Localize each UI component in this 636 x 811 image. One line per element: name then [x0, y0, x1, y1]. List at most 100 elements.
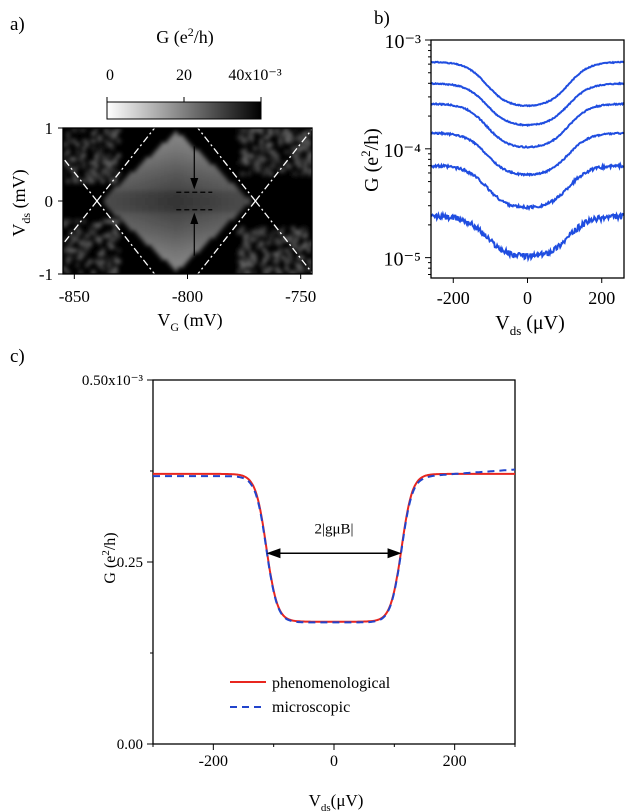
heatmap-cell	[113, 131, 118, 136]
heatmap-cell	[72, 138, 77, 144]
heatmap-cell	[211, 215, 216, 220]
heatmap-cell	[129, 211, 134, 217]
heatmap-cell	[227, 182, 232, 187]
heatmap-cell	[288, 138, 292, 144]
heatmap-cell	[161, 142, 166, 147]
heatmap-cell	[170, 197, 175, 202]
heatmap-cell	[173, 131, 178, 136]
heatmap-cell	[161, 222, 166, 228]
heatmap-cell	[196, 171, 200, 177]
heatmap-cell	[199, 241, 204, 246]
heatmap-cell	[240, 193, 245, 198]
heatmap-cell	[294, 270, 299, 274]
heatmap-cell	[142, 201, 146, 206]
heatmap-cell	[243, 128, 248, 133]
heatmap-cell	[132, 193, 137, 198]
heatmap-cell	[310, 168, 312, 173]
heatmap-cell	[243, 138, 248, 144]
heatmap-cell	[243, 244, 248, 250]
heatmap-cell	[208, 186, 213, 191]
heatmap-cell	[199, 153, 204, 158]
heatmap-cell	[161, 146, 166, 151]
heatmap-cell	[180, 164, 185, 169]
heatmap-cell	[167, 157, 172, 162]
heatmap-cell	[262, 233, 267, 239]
heatmap-cell	[180, 219, 185, 224]
heatmap-cell	[170, 263, 175, 268]
heatmap-cell	[116, 186, 121, 191]
heatmap-cell	[284, 149, 289, 155]
heatmap-cell	[253, 164, 257, 169]
heatmap-cell	[158, 164, 162, 169]
heatmap-cell	[186, 164, 191, 169]
heatmap-cell	[116, 248, 121, 253]
panel-a-y-tick-label: 1	[45, 119, 54, 138]
heatmap-cell	[186, 168, 191, 173]
heatmap-cell	[234, 211, 238, 217]
heatmap-cell	[135, 211, 140, 217]
heatmap-cell	[142, 211, 146, 217]
heatmap-cell	[72, 168, 77, 173]
heatmap-cell	[300, 131, 305, 136]
colorbar-title: G (e2/h)	[156, 25, 213, 48]
panel-c-axes: -200 0 200 0.50x10⁻³ 0.25 0.00	[82, 373, 516, 770]
heatmap-cell	[186, 171, 191, 177]
heatmap-cell	[170, 168, 175, 173]
heatmap-cell	[199, 215, 204, 220]
heatmap-cell	[161, 149, 166, 155]
heatmap-cell	[120, 208, 124, 213]
heatmap-cell	[148, 179, 153, 184]
heatmap-cell	[180, 153, 185, 158]
heatmap-cell	[186, 197, 191, 202]
heatmap-cell	[63, 266, 67, 271]
heatmap-cell	[186, 244, 191, 250]
heatmap-cell	[94, 157, 99, 162]
heatmap-cell	[196, 233, 200, 239]
heatmap-cell	[218, 175, 223, 180]
heatmap-cell	[237, 197, 242, 202]
heatmap-cell	[262, 164, 267, 169]
heatmap-cell	[113, 160, 118, 166]
heatmap-cell	[303, 168, 308, 173]
heatmap-cell	[164, 186, 169, 191]
heatmap-cell	[183, 230, 188, 235]
heatmap-cell	[303, 160, 308, 166]
heatmap-cell	[262, 248, 267, 253]
heatmap-cell	[259, 230, 264, 235]
heatmap-cell	[167, 252, 172, 257]
heatmap-cell	[300, 266, 305, 271]
heatmap-cell	[218, 204, 223, 209]
heatmap-cell	[186, 153, 191, 158]
heatmap-cell	[262, 230, 267, 235]
heatmap-cell	[164, 160, 169, 166]
heatmap-cell	[208, 164, 213, 169]
heatmap-cell	[161, 193, 166, 198]
heatmap-cell	[164, 222, 169, 228]
gap-arrow-head	[190, 212, 199, 225]
heatmap-cell	[82, 160, 86, 166]
heatmap-cell	[243, 160, 248, 166]
heatmap-cell	[158, 157, 162, 162]
heatmap-cell	[113, 270, 118, 274]
heatmap-cell	[186, 175, 191, 180]
heatmap-cell	[202, 241, 207, 246]
heatmap-cell	[142, 197, 146, 202]
heatmap-cell	[180, 244, 185, 250]
heatmap-cell	[161, 248, 166, 253]
heatmap-cell	[148, 226, 153, 231]
heatmap-cell	[161, 255, 166, 260]
panel-a-y-tick-label: -1	[39, 265, 53, 284]
heatmap-cell	[256, 164, 261, 169]
heatmap-cell	[218, 226, 223, 231]
heatmap-cell	[161, 208, 166, 213]
heatmap-cell	[218, 215, 223, 220]
panel-c-x-tick-label: -200	[199, 753, 228, 770]
heatmap-cell	[262, 259, 267, 264]
heatmap-cell	[221, 211, 226, 217]
heatmap-cell	[240, 252, 245, 257]
heatmap-cell	[243, 233, 248, 239]
heatmap-cell	[148, 193, 153, 198]
heatmap-cell	[259, 160, 264, 166]
heatmap-cell	[139, 164, 143, 169]
